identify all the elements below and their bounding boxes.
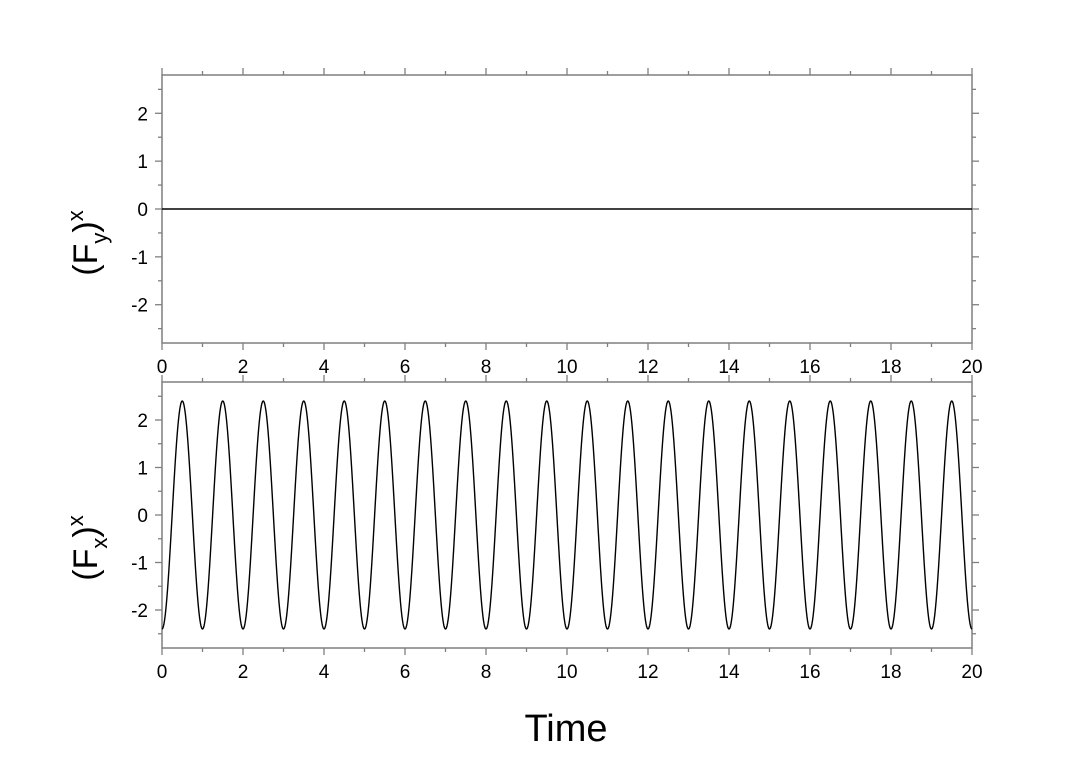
y-tick-label: -2 xyxy=(131,296,148,317)
x-tick-label: 8 xyxy=(481,662,492,683)
top-y-tick-labels: 2 1 0 -1 -2 xyxy=(131,104,148,316)
bottom-panel: 210-1-2 0 2 4 6 8 10 12 14 16 18 20 (Fx)x Time xyxy=(63,375,983,750)
x-tick-label: 14 xyxy=(718,357,740,378)
x-tick-label: 14 xyxy=(718,662,740,683)
x-tick-label: 0 xyxy=(157,357,168,378)
x-tick-label: 2 xyxy=(238,662,249,683)
y-tick-label: 0 xyxy=(137,506,148,527)
x-tick-label: 12 xyxy=(637,662,658,683)
y-tick-label: 1 xyxy=(137,152,148,173)
x-tick-label: 10 xyxy=(556,357,577,378)
x-tick-label: 20 xyxy=(961,357,982,378)
top-x-tick-labels: 0 2 4 6 8 10 12 14 16 18 20 xyxy=(157,357,983,378)
y-tick-label: 1 xyxy=(137,459,148,480)
x-tick-label: 10 xyxy=(556,662,577,683)
x-tick-label: 6 xyxy=(400,662,411,683)
bottom-y-tick-labels: 2 1 0 -1 -2 xyxy=(131,411,148,622)
top-panel: 210-1-2 0 2 4 6 8 10 12 14 16 18 20 (Fy)x xyxy=(63,68,983,378)
y-tick-label: -1 xyxy=(131,554,148,575)
bottom-ticks xyxy=(155,375,979,655)
y-tick-label: 2 xyxy=(137,411,148,432)
x-tick-label: 4 xyxy=(319,357,330,378)
bottom-y-axis-title: (Fx)x xyxy=(63,515,112,580)
x-tick-label: 16 xyxy=(799,357,820,378)
x-tick-label: 0 xyxy=(157,662,168,683)
bottom-x-tick-labels: 0 2 4 6 8 10 12 14 16 18 20 xyxy=(157,662,983,683)
x-tick-label: 12 xyxy=(637,357,658,378)
x-tick-label: 8 xyxy=(481,357,492,378)
x-tick-label: 6 xyxy=(400,357,411,378)
x-tick-label: 4 xyxy=(319,662,330,683)
y-tick-label: -1 xyxy=(131,248,148,269)
top-y-axis-title: (Fy)x xyxy=(63,210,112,275)
bottom-plot-frame xyxy=(161,381,973,649)
y-tick-label: 0 xyxy=(137,200,148,221)
x-axis-title: Time xyxy=(524,708,607,750)
x-tick-label: 18 xyxy=(880,662,901,683)
x-tick-label: 20 xyxy=(961,662,982,683)
top-ticks xyxy=(155,68,979,350)
x-tick-label: 2 xyxy=(238,357,249,378)
x-tick-label: 18 xyxy=(880,357,901,378)
y-tick-label: -2 xyxy=(131,601,148,622)
bottom-series-line xyxy=(161,400,973,630)
y-tick-label: 2 xyxy=(137,104,148,125)
x-tick-label: 16 xyxy=(799,662,820,683)
